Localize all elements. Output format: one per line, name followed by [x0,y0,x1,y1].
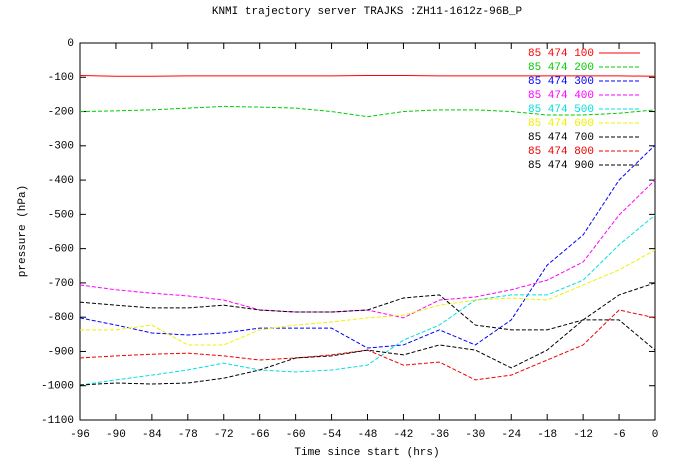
x-tick-label: -48 [358,429,378,441]
x-tick-label: -36 [429,429,449,441]
x-tick-label: -66 [250,429,270,441]
y-tick-label: -500 [48,209,74,221]
x-tick-label: -12 [573,429,593,441]
series-line [79,309,656,381]
x-tick-label: -54 [322,429,342,441]
x-tick-label: -24 [501,429,521,441]
x-tick-label: -84 [142,429,162,441]
y-tick-label: -700 [48,278,74,290]
x-tick-label: -6 [612,429,625,441]
y-tick-label: -800 [48,312,74,324]
series-line [79,179,656,319]
y-tick-label: -200 [48,106,74,118]
series-line [79,294,656,351]
x-tick-label: -60 [286,429,306,441]
y-tick-label: 0 [67,38,74,50]
x-tick-label: -96 [70,429,90,441]
series-line [79,214,656,386]
x-tick-label: -30 [465,429,485,441]
y-tick-label: -100 [48,72,74,84]
y-axis-label: pressure (hPa) [17,185,29,277]
legend-label: 85 474 500 [528,104,594,116]
y-tick-label: -900 [48,346,74,358]
legend-label: 85 474 100 [528,48,594,60]
legend-label: 85 474 400 [528,90,594,102]
series-line [79,75,656,77]
legend-label: 85 474 300 [528,76,594,88]
x-tick-label: -72 [214,429,234,441]
x-tick-label: -18 [537,429,557,441]
y-tick-label: -300 [48,141,74,153]
series-line [79,144,656,349]
x-tick-label: 0 [652,429,659,441]
legend-label: 85 474 800 [528,146,594,158]
y-tick-label: -1000 [41,381,74,393]
legend-label: 85 474 900 [528,160,594,172]
series-line [80,249,656,346]
legend-label: 85 474 600 [528,118,594,130]
y-tick-label: -600 [48,244,74,256]
y-tick-label: -400 [48,175,74,187]
y-tick-label: -1100 [41,415,74,427]
x-tick-label: -90 [106,429,126,441]
x-axis-label: Time since start (hrs) [294,447,439,459]
legend-label: 85 474 700 [528,132,594,144]
chart-title: KNMI trajectory server TRAJKS :ZH11-1612… [212,6,523,18]
x-tick-label: -78 [178,429,198,441]
x-tick-label: -42 [394,429,414,441]
series-line [79,105,656,118]
legend-label: 85 474 200 [528,62,594,74]
series-line [79,282,656,386]
